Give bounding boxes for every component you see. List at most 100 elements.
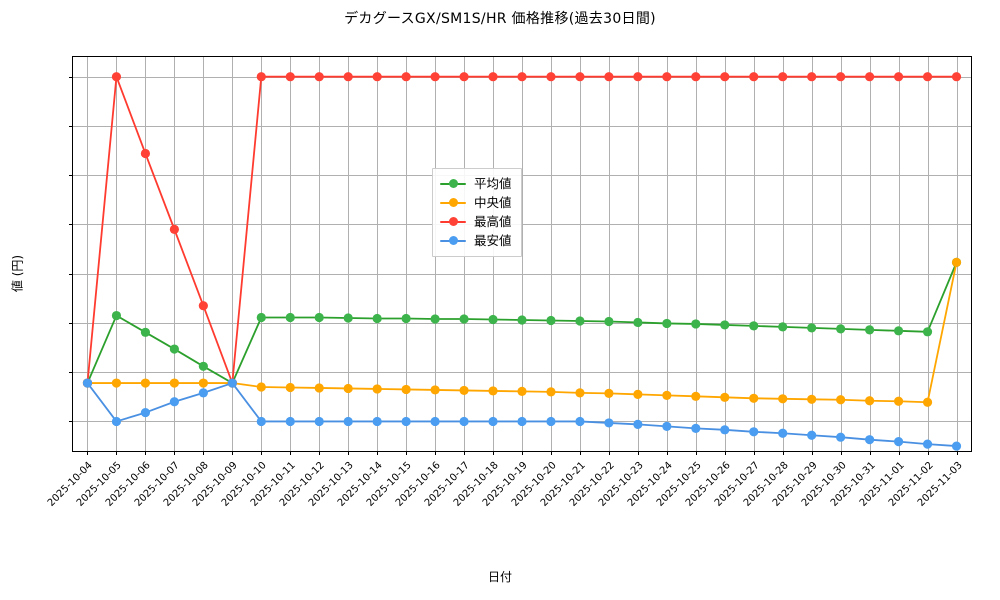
- x-tick-mark: [145, 451, 147, 455]
- x-tick-mark: [898, 451, 900, 455]
- data-point: [459, 72, 469, 82]
- data-point: [633, 389, 643, 399]
- grid-line-vertical: [637, 57, 639, 451]
- grid-line-vertical: [666, 57, 668, 451]
- data-point: [140, 407, 151, 418]
- x-tick-mark: [290, 451, 292, 455]
- grid-line-vertical: [927, 57, 929, 451]
- data-point: [372, 416, 382, 427]
- y-axis-label: 値 (円): [10, 254, 25, 293]
- x-tick-mark: [695, 451, 697, 455]
- data-point: [140, 327, 151, 337]
- x-tick-mark: [782, 451, 784, 455]
- data-point: [893, 72, 904, 82]
- x-tick-mark: [579, 451, 581, 455]
- legend-label: 中央値: [474, 194, 512, 210]
- data-point: [169, 397, 179, 407]
- grid-line-vertical: [840, 57, 842, 451]
- x-tick-mark: [174, 451, 176, 455]
- series-1: [82, 257, 962, 388]
- data-point: [111, 310, 122, 321]
- data-point: [922, 439, 933, 449]
- grid-line-vertical: [290, 57, 292, 451]
- data-point: [314, 312, 324, 323]
- data-point: [401, 416, 411, 427]
- data-point: [111, 378, 122, 388]
- data-point: [372, 313, 382, 324]
- x-tick-mark: [464, 451, 466, 455]
- data-point: [749, 321, 759, 331]
- legend-swatch-icon: [440, 178, 466, 190]
- data-point: [922, 397, 933, 407]
- data-point: [169, 378, 179, 388]
- data-point: [256, 382, 266, 392]
- data-point: [82, 378, 93, 388]
- x-axis-label: 日付: [487, 570, 512, 584]
- x-tick-mark: [550, 451, 552, 455]
- data-point: [488, 416, 498, 427]
- data-point: [488, 386, 498, 396]
- data-point: [256, 416, 266, 427]
- x-tick-mark: [377, 451, 379, 455]
- legend-swatch-icon: [440, 216, 466, 228]
- data-point: [633, 419, 643, 429]
- grid-line-vertical: [550, 57, 552, 451]
- x-tick-mark: [608, 451, 610, 455]
- data-point: [372, 384, 382, 394]
- legend-item-2: 中央値: [440, 193, 512, 212]
- x-tick-mark: [87, 451, 89, 455]
- x-tick-label: 2025-11-03: [915, 460, 965, 509]
- data-point: [140, 148, 151, 159]
- data-point: [546, 416, 556, 427]
- data-point: [285, 72, 295, 82]
- data-point: [198, 388, 208, 398]
- data-point: [430, 416, 440, 427]
- grid-line-vertical: [377, 57, 379, 451]
- data-point: [430, 314, 440, 324]
- data-point: [951, 257, 962, 267]
- x-tick-mark: [637, 451, 639, 455]
- x-tick-mark: [493, 451, 495, 455]
- data-point: [662, 318, 672, 329]
- data-point: [951, 72, 962, 82]
- x-tick-mark: [869, 451, 871, 455]
- data-point: [140, 378, 151, 388]
- grid-line-vertical: [522, 57, 523, 451]
- grid-line-vertical: [406, 57, 408, 451]
- x-tick-mark: [406, 451, 408, 455]
- data-point: [430, 72, 440, 82]
- legend-label: 最安値: [474, 232, 512, 248]
- data-point: [488, 72, 498, 82]
- data-point: [633, 317, 643, 328]
- grid-line-vertical: [898, 57, 900, 451]
- grid-line-vertical: [261, 57, 263, 451]
- data-point: [401, 72, 411, 82]
- data-point: [575, 416, 585, 427]
- data-point: [778, 322, 788, 332]
- data-point: [691, 391, 701, 401]
- plot-area: 5006007008009001000110012002025-10-04202…: [46, 56, 972, 509]
- data-point: [256, 312, 266, 323]
- y-tick-mark: [69, 372, 73, 374]
- grid-line-vertical: [724, 57, 726, 451]
- data-point: [546, 72, 556, 82]
- grid-line-vertical: [608, 57, 610, 451]
- data-point: [343, 383, 353, 394]
- legend-swatch-icon: [440, 197, 466, 209]
- data-point: [749, 72, 759, 82]
- chart-legend: 平均値 中央値 最高値 最安値: [432, 168, 522, 257]
- grid-line-vertical: [782, 57, 784, 451]
- data-point: [836, 395, 846, 405]
- data-point: [314, 72, 324, 82]
- x-tick-mark: [348, 451, 350, 455]
- data-point: [893, 437, 904, 447]
- data-point: [662, 390, 672, 400]
- data-point: [517, 386, 527, 397]
- grid-line-vertical: [811, 57, 813, 451]
- legend-item-1: 平均値: [440, 174, 512, 193]
- grid-line-vertical: [869, 57, 871, 451]
- data-point: [546, 315, 556, 326]
- data-point: [285, 416, 295, 427]
- legend-label: 平均値: [474, 175, 512, 191]
